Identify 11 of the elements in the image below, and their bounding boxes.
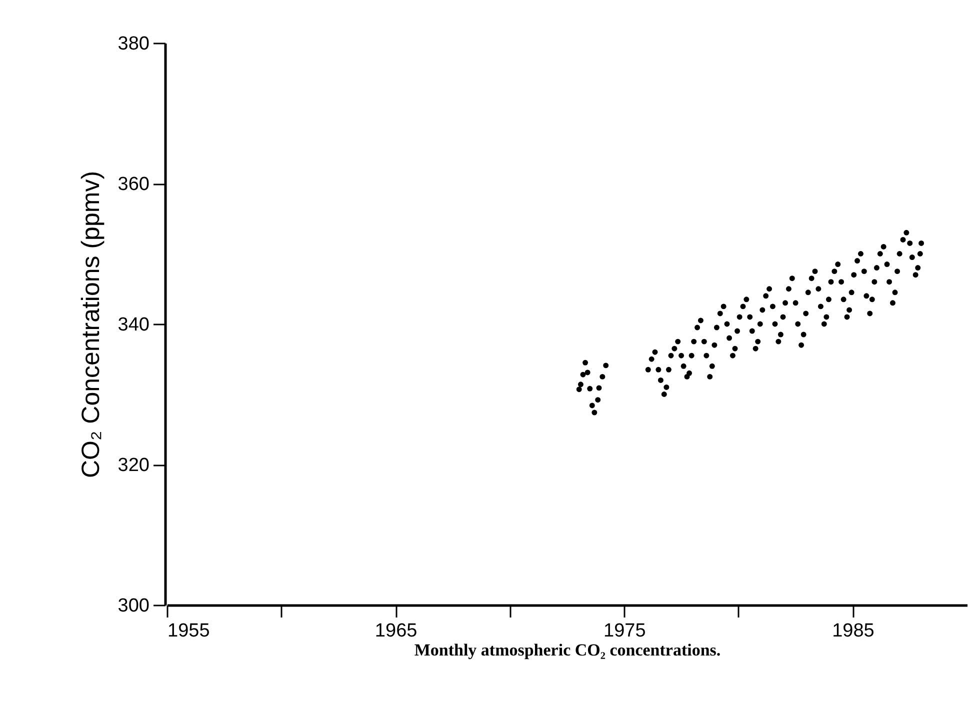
y-tick-label: 320 bbox=[118, 455, 150, 476]
x-tick-label: 1975 bbox=[604, 620, 646, 642]
x-axis-title: Monthly atmospheric CO₂ concentrations. bbox=[414, 640, 721, 660]
y-tick-label: 380 bbox=[118, 34, 150, 54]
x-tick-label: 1985 bbox=[832, 620, 874, 642]
y-tick-label: 340 bbox=[118, 314, 150, 336]
x-tick-label: 1965 bbox=[374, 620, 418, 642]
y-tick-label: 360 bbox=[118, 174, 150, 195]
y-tick-label: 300 bbox=[118, 596, 150, 616]
y-axis-title: CO₂ Concentrations (ppmv) bbox=[76, 170, 105, 478]
x-tick-label: 1955 bbox=[168, 620, 210, 642]
